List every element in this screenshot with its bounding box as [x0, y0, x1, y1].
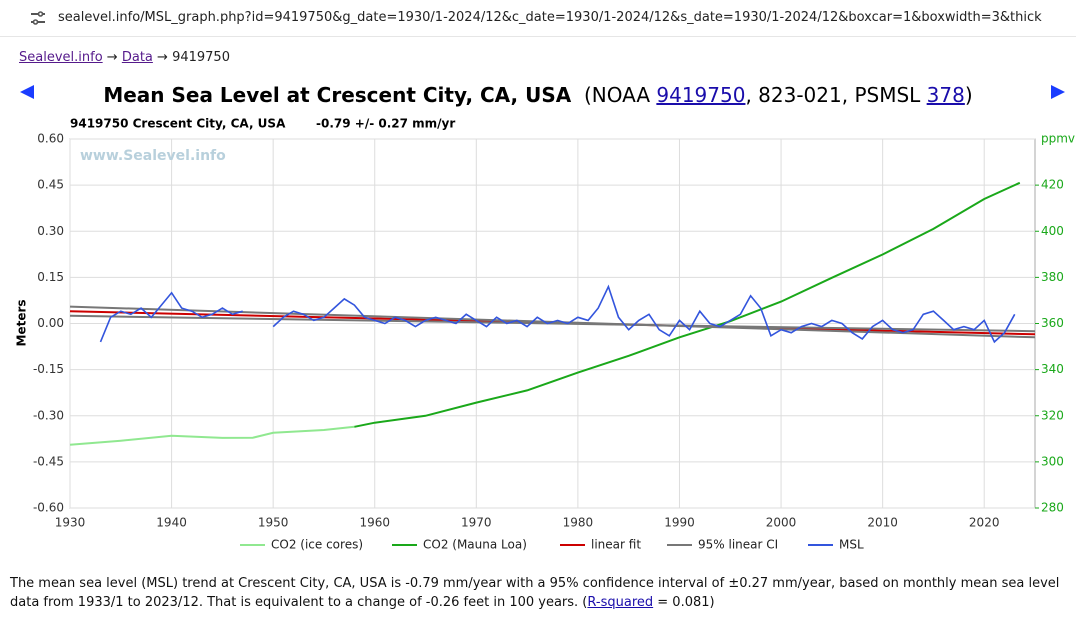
x-tick-label: 2020 [969, 516, 1000, 530]
r-squared-link[interactable]: R-squared [587, 595, 654, 610]
breadcrumb-current: 9419750 [172, 50, 230, 65]
station-label: 9419750 Crescent City, CA, USA [70, 117, 286, 131]
y2-tick-label: 320 [1041, 408, 1064, 422]
breadcrumb-link[interactable]: Sealevel.info [19, 50, 103, 65]
title-text: Mean Sea Level at Crescent City, CA, USA [103, 83, 572, 107]
x-tick-label: 1960 [359, 516, 390, 530]
site-info-icon[interactable] [28, 8, 48, 28]
y-tick-label: 0.00 [37, 316, 64, 330]
description-text: = 0.081) [653, 595, 715, 610]
series-line [69, 314, 1036, 333]
watermark: www.Sealevel.info [80, 148, 226, 164]
y2-tick-label: 340 [1041, 362, 1064, 376]
legend-label: MSL [839, 538, 864, 552]
legend-label: 95% linear CI [698, 538, 778, 552]
x-tick-label: 1980 [563, 516, 594, 530]
page-title: Mean Sea Level at Crescent City, CA, USA… [0, 83, 1076, 107]
y2-tick-label: 420 [1041, 178, 1064, 192]
series-line [99, 284, 1016, 344]
y-tick-label: -0.45 [33, 454, 64, 468]
series-line [69, 425, 355, 446]
url[interactable]: sealevel.info/MSL_graph.php?id=9419750&g… [58, 10, 1042, 25]
next-arrow[interactable] [1049, 83, 1067, 101]
y-tick-label: -0.30 [33, 408, 64, 422]
y-tick-label: 0.15 [37, 270, 64, 284]
title-part: , 823-021, PSMSL [745, 83, 927, 107]
address-bar[interactable]: sealevel.info/MSL_graph.php?id=9419750&g… [0, 0, 1076, 37]
y-axis-label: Meters [15, 299, 29, 346]
y-tick-label: -0.15 [33, 362, 64, 376]
x-tick-label: 1940 [156, 516, 187, 530]
trend-label: -0.79 +/- 0.27 mm/yr [316, 117, 455, 131]
x-tick-label: 1970 [461, 516, 492, 530]
x-tick-label: 2010 [867, 516, 898, 530]
y2-tick-label: 280 [1041, 501, 1064, 515]
breadcrumb: Sealevel.info → Data → 9419750 [19, 50, 230, 65]
y-tick-label: -0.60 [33, 501, 64, 515]
y2-tick-label: 300 [1041, 454, 1064, 468]
description-text: The mean sea level (MSL) trend at Cresce… [10, 576, 1060, 610]
legend-label: linear fit [591, 538, 641, 552]
x-tick-label: 2000 [766, 516, 797, 530]
description: The mean sea level (MSL) trend at Cresce… [10, 574, 1070, 612]
y-tick-label: 0.45 [37, 178, 64, 192]
y2-tick-label: 360 [1041, 316, 1064, 330]
y-tick-label: 0.60 [37, 132, 64, 146]
noaa-link[interactable]: 9419750 [656, 83, 746, 107]
legend-label: CO2 (Mauna Loa) [423, 538, 527, 552]
y-tick-label: 0.30 [37, 224, 64, 238]
series-line [354, 181, 1021, 428]
prev-arrow[interactable] [18, 83, 36, 101]
x-tick-label: 1990 [664, 516, 695, 530]
breadcrumb-link[interactable]: Data [121, 50, 153, 65]
title-part: (NOAA [583, 83, 657, 107]
separator: → [106, 50, 118, 65]
x-tick-label: 1950 [258, 516, 289, 530]
y2-tick-label: 380 [1041, 270, 1064, 284]
legend-label: CO2 (ice cores) [271, 538, 363, 552]
separator: → [157, 50, 168, 65]
psmsl-link[interactable]: 378 [926, 83, 965, 107]
title-part: ) [964, 83, 973, 107]
y2-tick-label: 400 [1041, 224, 1064, 238]
y2-axis-label: ppmv [1041, 132, 1075, 146]
x-tick-label: 1930 [55, 516, 86, 530]
chart: 0.60 0.45 0.30 0.15 0.00 -0.15 -0.30 -0.45 -0.60… [15, 117, 1076, 552]
